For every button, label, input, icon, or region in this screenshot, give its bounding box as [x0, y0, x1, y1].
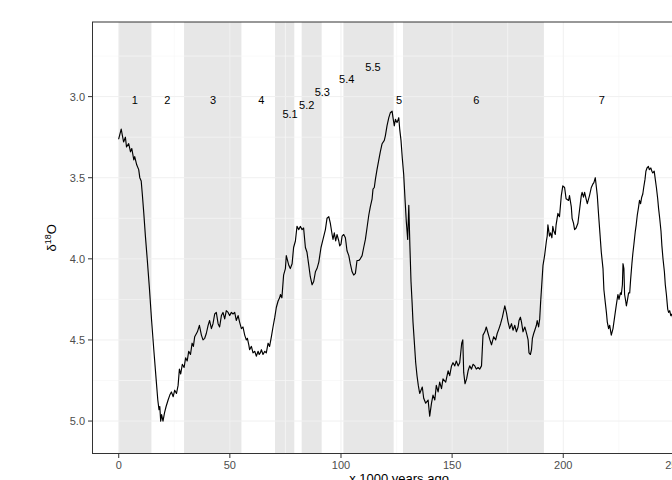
x-tick-label: 100 [332, 459, 350, 471]
mis-band-1 [119, 22, 151, 454]
stage-label-5.4: 5.4 [339, 73, 354, 85]
y-tick-label: 4.0 [70, 253, 85, 265]
mis-band-5.5 [343, 22, 393, 454]
x-axis: 0 50 100 150 200 250 [116, 454, 672, 472]
stage-label-5.3: 5.3 [315, 86, 330, 98]
stage-label-6: 6 [473, 94, 479, 106]
x-tick-label: 150 [443, 459, 461, 471]
y-tick-label: 5.0 [70, 415, 85, 427]
y-tick-label: 3.0 [70, 91, 85, 103]
mis-band-5.1 [275, 22, 294, 454]
stage-label-3: 3 [210, 94, 216, 106]
y-axis-title: δ18O [43, 224, 59, 251]
stage-label-5.5: 5.5 [365, 61, 380, 73]
isotope-line-chart: 0 50 100 150 200 250 3.0 3.5 4.0 4.5 5.0 1 2 3 4 5.15.2… [40, 16, 672, 480]
stage-label-7: 7 [599, 94, 605, 106]
x-tick-label: 250 [665, 459, 672, 471]
mis-band-3 [184, 22, 241, 454]
x-tick-label: 50 [224, 459, 236, 471]
y-tick-label: 4.5 [70, 334, 85, 346]
stage-label-2: 2 [164, 94, 170, 106]
mis-band-6 [403, 22, 544, 454]
y-tick-label: 3.5 [70, 172, 85, 184]
stage-label-5: 5 [396, 94, 402, 106]
x-tick-label: 200 [554, 459, 572, 471]
stage-label-4: 4 [258, 94, 264, 106]
stage-label-1: 1 [132, 94, 138, 106]
y-axis: 3.0 3.5 4.0 4.5 5.0 [70, 91, 93, 427]
isotope-chart-figure: 0 50 100 150 200 250 3.0 3.5 4.0 4.5 5.0 1 2 3 4 5.15.2… [40, 16, 672, 480]
stage-label-5.1: 5.1 [282, 108, 297, 120]
x-tick-label: 0 [116, 459, 122, 471]
stage-label-5.2: 5.2 [299, 99, 314, 111]
x-axis-title: x 1000 years ago [349, 471, 449, 480]
